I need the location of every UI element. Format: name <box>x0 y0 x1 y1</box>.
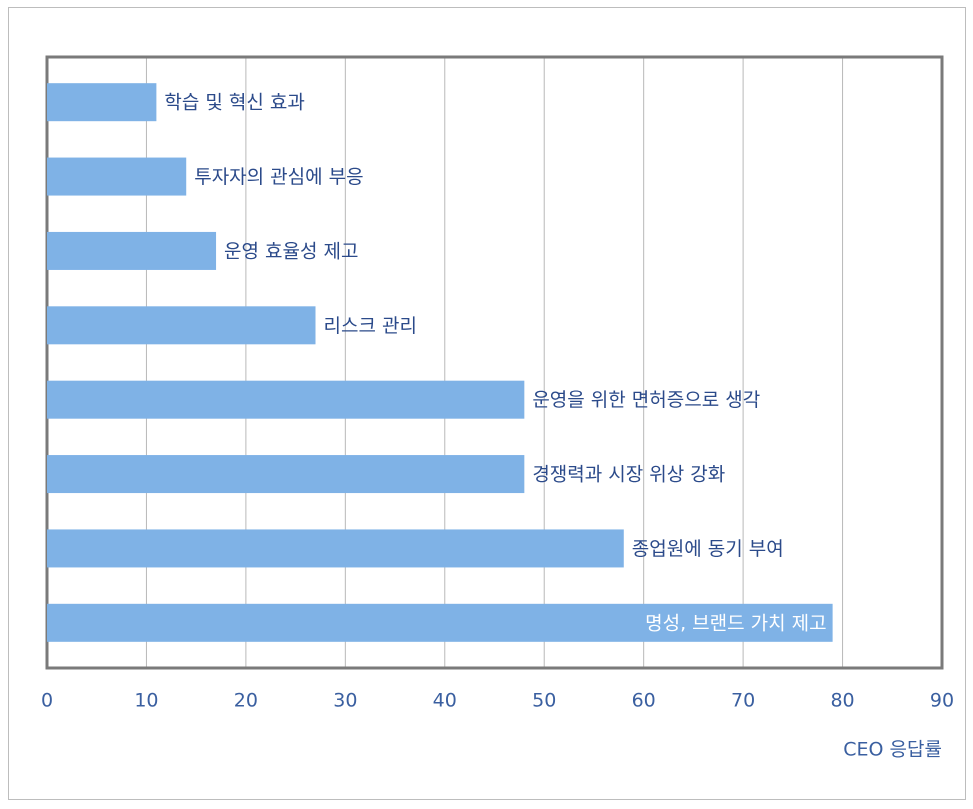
x-tick-label: 80 <box>830 690 854 712</box>
bar <box>47 83 157 122</box>
bar <box>47 157 187 196</box>
bar-label: 리스크 관리 <box>324 315 417 337</box>
x-axis-label: CEO 응답률 <box>843 739 942 761</box>
x-tick-label: 20 <box>234 690 258 712</box>
bar <box>47 603 833 642</box>
bar <box>47 529 624 568</box>
bar <box>47 455 525 494</box>
bar <box>47 380 525 419</box>
frame <box>8 7 966 800</box>
x-tick-label: 30 <box>333 690 357 712</box>
bar-label: 투자자의 관심에 부응 <box>194 166 363 188</box>
plot-border <box>45 55 944 670</box>
bar-label: 운영을 위한 면허증으로 생각 <box>532 389 760 411</box>
x-tick-label: 50 <box>532 690 556 712</box>
x-tick-label: 40 <box>433 690 457 712</box>
bar <box>47 231 217 270</box>
x-tick-label: 0 <box>41 690 53 712</box>
bar-label: 명성, 브랜드 가치 제고 <box>645 612 826 634</box>
x-tick-label: 90 <box>930 690 954 712</box>
bar <box>47 306 316 345</box>
bar-label: 종업원에 동기 부여 <box>632 538 784 560</box>
bar-label: 운영 효율성 제고 <box>224 240 358 262</box>
bar-label: 학습 및 혁신 효과 <box>164 92 304 114</box>
bar-label: 경쟁력과 시장 위상 강화 <box>532 464 725 486</box>
x-tick-label: 60 <box>632 690 656 712</box>
x-tick-label: 10 <box>134 690 158 712</box>
x-tick-label: 70 <box>731 690 755 712</box>
